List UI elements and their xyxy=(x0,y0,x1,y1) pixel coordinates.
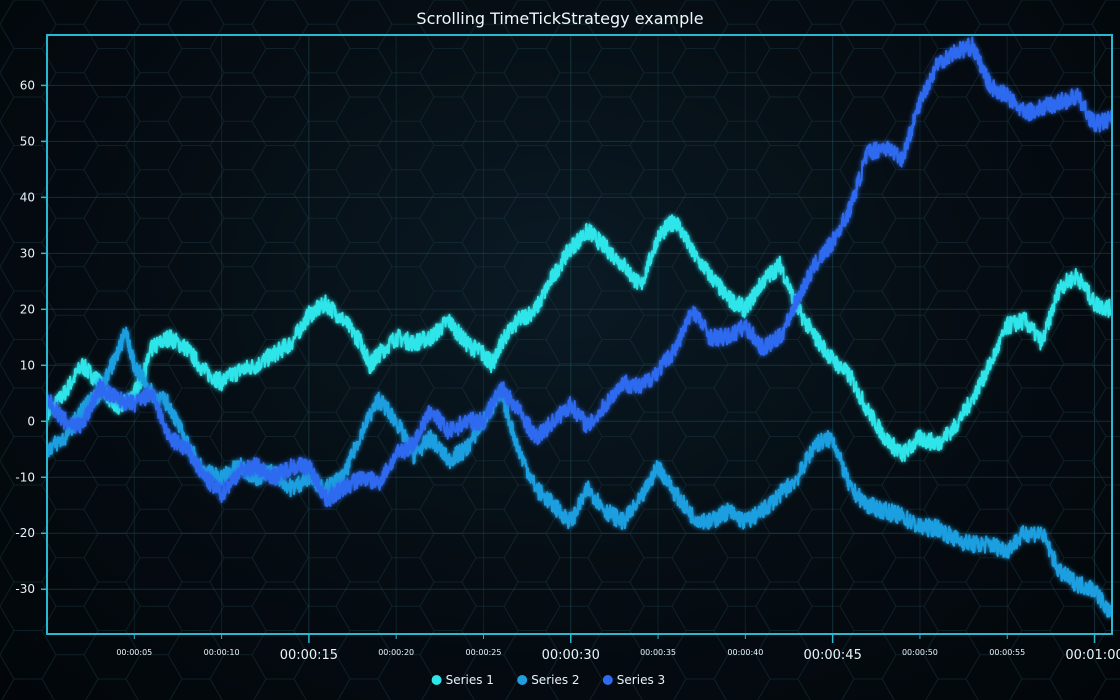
series-line-3 xyxy=(47,36,1112,508)
legend-label: Series 1 xyxy=(446,673,494,687)
legend-item-series-2[interactable]: Series 2 xyxy=(517,673,580,687)
y-tick-label: -20 xyxy=(15,526,35,540)
legend[interactable]: Series 1 Series 2 Series 3 xyxy=(431,673,666,687)
x-minor-tick-label: 00:00:25 xyxy=(466,648,502,657)
y-tick-label: 40 xyxy=(20,190,35,204)
x-minor-tick-label: 00:00:55 xyxy=(989,648,1025,657)
legend-marker xyxy=(517,675,528,685)
legend-item-series-1[interactable]: Series 1 xyxy=(431,673,494,687)
y-tick-label: -10 xyxy=(15,470,35,484)
x-major-tick-label: 00:00:30 xyxy=(542,648,600,663)
y-tick-label: 50 xyxy=(20,134,35,148)
y-tick-label: 20 xyxy=(20,302,35,316)
x-minor-tick-label: 00:00:40 xyxy=(727,648,763,657)
x-major-tick-label: 00:01:00 xyxy=(1065,648,1120,663)
x-minor-tick-label: 00:00:10 xyxy=(204,648,240,657)
y-tick-label: 10 xyxy=(20,358,35,372)
x-minor-tick-label: 00:00:20 xyxy=(378,648,414,657)
grid xyxy=(47,35,1112,634)
chart-title: Scrolling TimeTickStrategy example xyxy=(416,9,703,28)
x-axis: 00:00:05 00:00:10 00:00:20 00:00:25 00:00:35… xyxy=(116,634,1120,663)
y-tick-label: 60 xyxy=(20,78,35,92)
y-tick-label: -30 xyxy=(15,582,35,596)
y-tick-label: 30 xyxy=(20,246,35,260)
x-minor-tick-label: 00:00:05 xyxy=(116,648,152,657)
y-tick-label: 0 xyxy=(27,414,35,428)
y-axis: -30 -20 -10 0 10 20 30 40 50 60 xyxy=(15,78,47,596)
legend-marker xyxy=(602,675,613,685)
plot-area-frame xyxy=(46,34,1113,635)
x-major-tick-label: 00:00:15 xyxy=(280,648,338,663)
x-minor-tick-label: 00:00:35 xyxy=(640,648,676,657)
legend-label: Series 3 xyxy=(617,673,665,687)
legend-marker xyxy=(431,675,442,685)
series-layer xyxy=(47,36,1112,618)
x-major-tick-label: 00:00:45 xyxy=(803,648,861,663)
legend-item-series-3[interactable]: Series 3 xyxy=(602,673,665,687)
legend-label: Series 2 xyxy=(531,673,579,687)
series-line-1 xyxy=(47,214,1112,463)
x-minor-tick-label: 00:00:50 xyxy=(902,648,938,657)
